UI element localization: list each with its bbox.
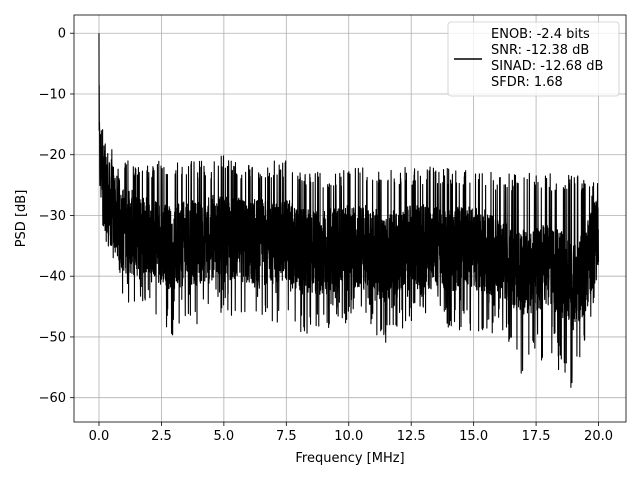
x-tick-label: 5.0 bbox=[214, 429, 235, 444]
x-tick-label: 17.5 bbox=[522, 429, 551, 444]
x-tick-label: 12.5 bbox=[397, 429, 426, 444]
legend-box bbox=[447, 21, 620, 97]
x-tick-label: 20.0 bbox=[584, 429, 613, 444]
y-tick-label: −30 bbox=[39, 209, 66, 224]
x-tick-label: 0.0 bbox=[89, 429, 110, 444]
y-tick-label: 0 bbox=[58, 27, 66, 42]
plot-frame bbox=[73, 14, 627, 423]
psd-trace-group bbox=[98, 33, 600, 388]
y-tick-label: −20 bbox=[39, 148, 66, 163]
y-tick-label: −60 bbox=[39, 391, 66, 406]
legend-entry-line: SINAD: -12.68 dB bbox=[491, 59, 603, 74]
x-tick-label: 10.0 bbox=[334, 429, 363, 444]
psd-trace-line bbox=[98, 33, 600, 388]
x-axis-label: Frequency [MHz] bbox=[295, 451, 404, 466]
y-tick-label: −50 bbox=[39, 330, 66, 345]
x-axis-ticks: 0.0 2.5 5.0 7.5 10.0 12.5 15.0 17.5 20.0 bbox=[89, 422, 613, 444]
x-tick-label: 2.5 bbox=[151, 429, 172, 444]
y-axis-ticks: 0 −10 −20 −30 −40 −50 −60 bbox=[39, 27, 74, 406]
x-tick-label: 15.0 bbox=[459, 429, 488, 444]
x-tick-label: 7.5 bbox=[276, 429, 297, 444]
y-axis-label: PSD [dB] bbox=[14, 190, 29, 248]
y-tick-label: −10 bbox=[39, 87, 66, 102]
legend-entry-line: SNR: -12.38 dB bbox=[491, 43, 589, 58]
legend-entry-line: SFDR: 1.68 bbox=[491, 75, 563, 90]
y-tick-label: −40 bbox=[39, 270, 66, 285]
legend-entry-line: ENOB: -2.4 bits bbox=[491, 27, 590, 42]
